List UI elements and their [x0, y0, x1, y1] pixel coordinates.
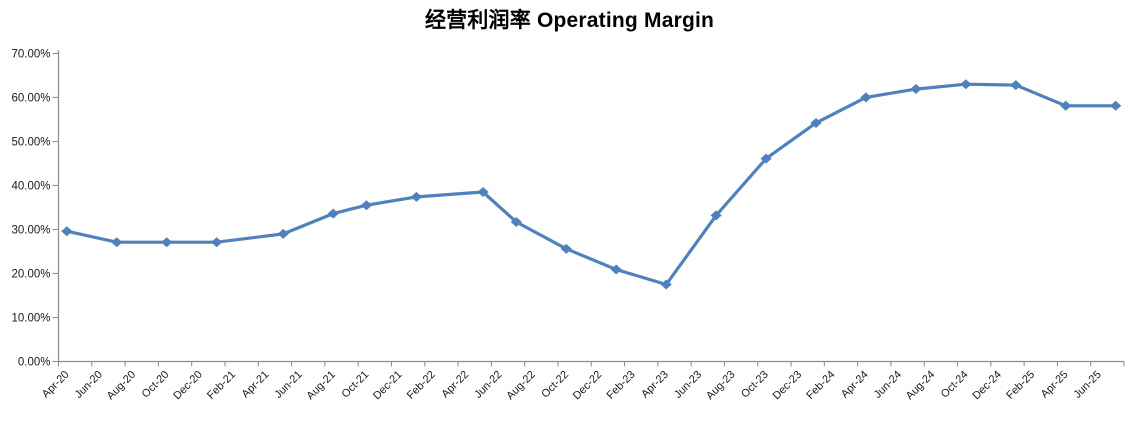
y-tick-label: 0.00%: [18, 357, 51, 369]
series-line: [65, 82, 1118, 287]
data-point-marker: [360, 200, 373, 211]
data-point-marker: [410, 191, 423, 202]
x-tick-label: Apr-23: [639, 369, 671, 401]
x-tick-label: Aug-23: [704, 369, 738, 403]
x-tick-label: Feb-21: [205, 369, 238, 402]
x-tick-label: Apr-21: [240, 369, 272, 401]
data-point-marker: [660, 279, 672, 290]
x-tick-label: Aug-22: [504, 369, 538, 403]
x-tick-label: Dec-24: [970, 369, 1004, 403]
x-tick-label: Oct-22: [539, 369, 571, 401]
x-tick-label: Oct-20: [140, 369, 172, 401]
data-point-marker: [327, 208, 339, 219]
y-tick-label: 70.00%: [11, 48, 50, 60]
x-tick-label: Jun-22: [472, 369, 504, 401]
x-tick-label: Oct-21: [339, 369, 371, 401]
data-point-marker: [710, 210, 722, 221]
y-tick-label: 30.00%: [11, 224, 50, 236]
data-point-marker: [960, 79, 972, 90]
x-tick-label: Jun-25: [1072, 369, 1104, 401]
x-tick-label: Apr-25: [1039, 369, 1071, 401]
x-tick-label: Feb-22: [405, 369, 438, 402]
data-point-marker: [610, 264, 622, 275]
data-point-marker: [1110, 100, 1122, 111]
data-point-marker: [1010, 80, 1022, 91]
x-tick-label: Aug-21: [304, 369, 338, 403]
data-point-marker: [760, 153, 772, 164]
x-tick-label: Jun-20: [73, 369, 105, 401]
data-point-marker: [111, 237, 123, 248]
x-tick-label: Dec-21: [371, 369, 405, 403]
data-point-marker: [161, 237, 173, 248]
y-tick-label: 60.00%: [11, 92, 50, 104]
x-tick-label: Aug-24: [904, 369, 938, 403]
x-tick-label: Feb-25: [1004, 369, 1037, 402]
x-tick-label: Oct-24: [939, 369, 971, 401]
x-tick-label: Oct-23: [739, 369, 771, 401]
x-tick-label: Dec-23: [771, 369, 805, 403]
data-point-marker: [510, 216, 522, 227]
data-point-marker: [810, 117, 822, 128]
x-tick-label: Jun-21: [272, 369, 304, 401]
x-tick-label: Dec-20: [171, 369, 205, 403]
x-tick-label: Jun-23: [672, 369, 704, 401]
data-point-marker: [277, 228, 289, 239]
x-tick-label: Feb-24: [804, 369, 837, 402]
data-point-marker: [477, 187, 489, 198]
data-point-marker: [860, 92, 872, 103]
y-tick-label: 40.00%: [11, 180, 50, 192]
x-tick-label: Dec-22: [571, 369, 605, 403]
data-point-marker: [61, 226, 73, 237]
data-point-marker: [560, 243, 572, 254]
chart-title: 经营利润率 Operating Margin: [424, 9, 715, 32]
data-point-marker: [910, 84, 922, 95]
y-tick-label: 50.00%: [11, 136, 50, 148]
data-point-marker: [211, 237, 223, 248]
x-tick-label: Aug-20: [105, 369, 139, 403]
x-tick-label: Apr-20: [40, 369, 72, 401]
y-tick-label: 10.00%: [11, 312, 50, 324]
x-tick-label: Apr-24: [839, 369, 871, 401]
x-tick-label: Apr-22: [439, 369, 471, 401]
data-point-marker: [1060, 100, 1072, 111]
x-tick-label: Jun-24: [872, 369, 904, 401]
x-tick-label: Feb-23: [605, 369, 638, 402]
y-tick-label: 20.00%: [11, 268, 50, 280]
